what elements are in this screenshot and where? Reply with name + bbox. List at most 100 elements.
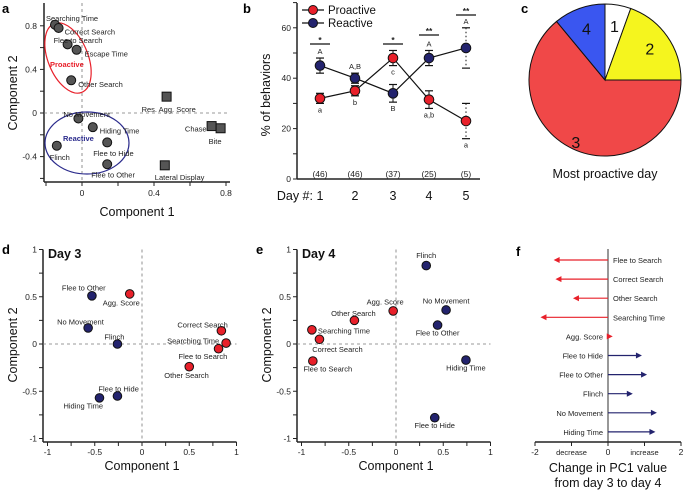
arrowhead-icon (606, 333, 613, 340)
data-point-proactive (423, 94, 435, 105)
bar-label: No Movement (556, 409, 604, 418)
y-tick-label: 0.5 (25, 292, 37, 302)
significance-stars: * (318, 35, 322, 45)
bar-label: Flee to Hide (563, 352, 603, 361)
x-tick-label: 0.8 (220, 188, 232, 198)
group-letter: a (464, 141, 469, 150)
reactive-ellipse (44, 111, 130, 175)
bar-label: Other Search (613, 294, 658, 303)
pie-slice-2 (604, 7, 682, 81)
y-tick-label: -0.4 (22, 152, 37, 162)
bar-label: Searching Time (613, 313, 665, 322)
day-title: Day 3 (48, 247, 81, 261)
day-label: 4 (426, 189, 433, 203)
group-letter: A,B (349, 62, 361, 71)
point-label: Hiding Time (446, 364, 486, 373)
x-tick-label: 0 (140, 447, 145, 457)
x-tick-label: 1 (234, 447, 239, 457)
y-tick-label: 0.8 (25, 21, 37, 31)
group-letter: A (463, 17, 468, 26)
x-tick-label: 0 (80, 188, 85, 198)
x-tick-label: 0.5 (437, 447, 449, 457)
point-label: Other Search (331, 309, 376, 318)
data-point-proactive (184, 361, 195, 372)
increase-label: increase (630, 448, 658, 457)
significance-stars: ** (426, 26, 433, 36)
x-tick-label: -0.5 (87, 447, 102, 457)
sample-size-label: (25) (421, 169, 436, 179)
y-tick-label: 0.4 (25, 64, 37, 74)
arrowhead-icon (626, 390, 633, 397)
point-label: Chase (185, 125, 207, 134)
group-letter: c (391, 68, 395, 77)
group-letter: a (318, 105, 323, 114)
x-tick-label: -1 (44, 447, 52, 457)
panel-label-b: b (243, 1, 251, 16)
bar-label: Flee to Other (559, 371, 603, 380)
panel-label-a: a (2, 1, 10, 16)
data-point-reactive (387, 88, 399, 99)
y-tick-label: 20 (282, 124, 292, 134)
y-tick-label: -0.5 (276, 386, 291, 396)
x-axis-title: Component 1 (99, 205, 174, 219)
data-point-proactive (349, 315, 360, 326)
data-point-reactive (314, 60, 326, 71)
panel-label-e: e (256, 242, 263, 257)
reactive-group-label: Reactive (63, 134, 94, 143)
arrowhead-icon (540, 314, 547, 321)
day-title: Day 4 (302, 247, 335, 261)
point-label: Flinch (104, 333, 124, 342)
y-tick-label: 0 (32, 339, 37, 349)
pie-title: Most proactive day (553, 167, 659, 181)
point-label: Correct Search (177, 320, 227, 329)
data-point-reactive (429, 412, 440, 423)
point-label: Flee to Other (62, 283, 106, 292)
sample-size-label: (5) (461, 169, 472, 179)
data-point (102, 159, 113, 170)
data-point-reactive (349, 72, 361, 84)
pie-slice-4 (555, 3, 606, 82)
y-tick-label: 1 (286, 245, 291, 255)
point-label: No Movement (57, 317, 105, 326)
group-letter: A (317, 47, 322, 56)
sample-size-label: (46) (347, 169, 362, 179)
point-label: Flee to Hide (98, 384, 138, 393)
point-label: Flinch (416, 251, 436, 260)
data-point-proactive (307, 325, 317, 335)
y-tick-label: 1 (32, 245, 37, 255)
panel-label-c: c (521, 1, 528, 16)
slice-label: 2 (645, 42, 654, 59)
data-point-square (161, 91, 172, 102)
x-tick-label: 2 (679, 447, 684, 457)
data-point-reactive (461, 355, 471, 365)
significance-stars: ** (463, 6, 470, 16)
bar-label: Flee to Search (613, 256, 662, 265)
y-axis-title: % of behaviors (259, 54, 273, 137)
data-point-reactive (423, 52, 435, 64)
group-letter: b (353, 98, 357, 107)
data-point-proactive (387, 52, 399, 64)
group-letter: a,b (424, 110, 434, 119)
x-tick-label: -2 (531, 447, 539, 457)
y-axis-title: Component 2 (6, 307, 20, 382)
significance-stars: * (391, 35, 395, 45)
point-label: Hiding Time (100, 127, 140, 136)
data-point-reactive (441, 305, 451, 315)
slice-label: 3 (571, 135, 580, 152)
x-axis-title: Component 1 (358, 459, 433, 473)
point-label: Agg. Score (367, 297, 404, 306)
data-point-proactive (388, 306, 398, 316)
data-point (71, 44, 82, 55)
data-point (51, 140, 62, 151)
slice-label: 1 (610, 19, 619, 36)
bar-label: Hiding Time (563, 428, 603, 437)
data-point-proactive (124, 289, 135, 299)
point-label: Correct Search (65, 27, 115, 36)
data-point (66, 75, 77, 86)
data-point-square (159, 160, 170, 171)
point-label: Flee to Other (91, 171, 135, 180)
point-label: Flee to Hide (93, 149, 133, 158)
x-tick-label: 0 (606, 447, 611, 457)
x-axis-title: Change in PC1 value (549, 461, 667, 475)
point-label: Searching Time (46, 14, 98, 23)
